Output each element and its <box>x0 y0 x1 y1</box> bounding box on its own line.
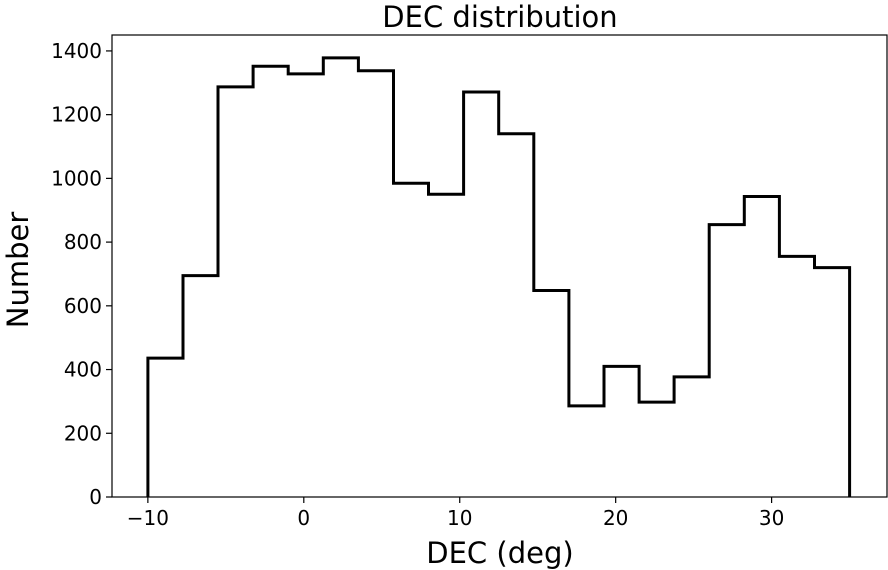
y-tick-label: 200 <box>64 421 102 445</box>
y-tick-label: 1200 <box>51 103 102 127</box>
plot-frame <box>111 34 888 498</box>
y-tick-label: 1400 <box>51 39 102 63</box>
chart-title: DEC distribution <box>382 0 617 34</box>
y-tick-label: 600 <box>64 294 102 318</box>
y-tick-label: 400 <box>64 358 102 382</box>
x-tick-label: 10 <box>447 506 472 530</box>
x-axis: −10 0 10 20 30 <box>127 497 784 530</box>
histogram-step-line <box>146 56 852 497</box>
x-tick-label: 20 <box>603 506 628 530</box>
x-tick-label: 0 <box>297 506 310 530</box>
x-tick-label: 30 <box>759 506 784 530</box>
y-axis: 0 200 400 600 800 1000 1200 1400 <box>51 39 112 509</box>
x-axis-label: DEC (deg) <box>426 536 573 570</box>
y-tick-label: 0 <box>89 485 102 509</box>
y-tick-label: 800 <box>64 230 102 254</box>
x-tick-label: −10 <box>127 506 169 530</box>
y-axis-label: Number <box>1 212 35 329</box>
y-tick-label: 1000 <box>51 166 102 190</box>
